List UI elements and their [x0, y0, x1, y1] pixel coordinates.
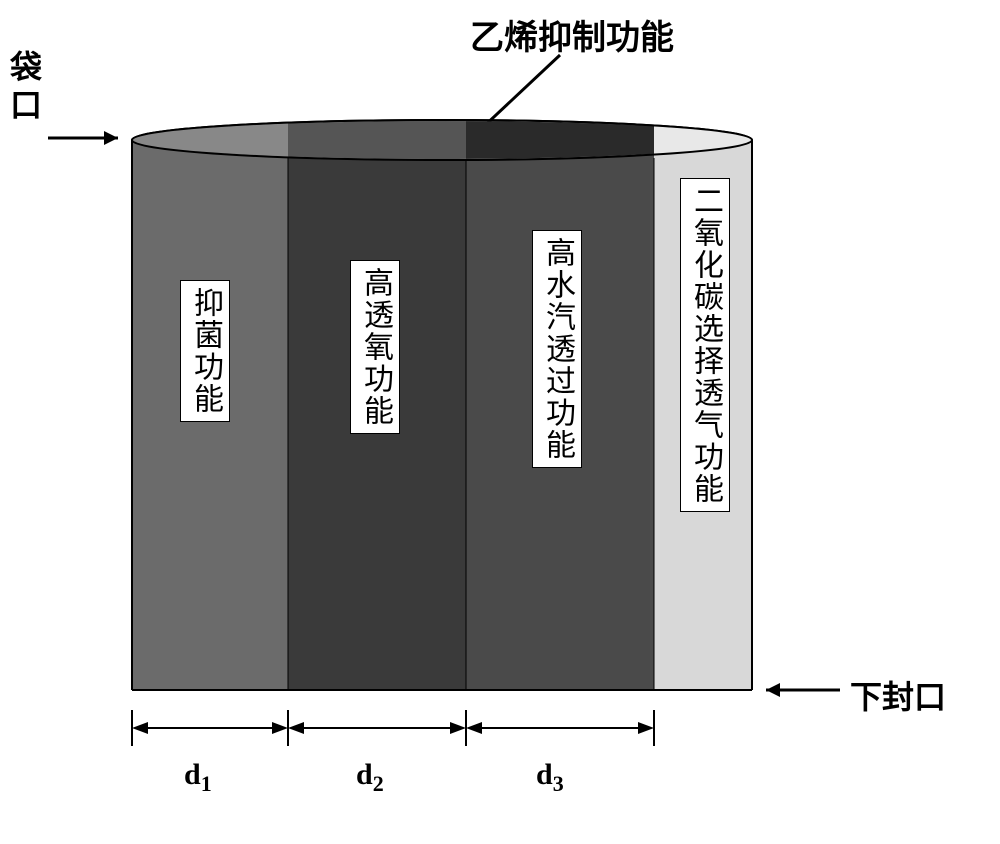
- bag-opening-label-l2: 口: [10, 80, 42, 126]
- seg1-label: 抑菌功能: [180, 280, 230, 422]
- d1-label: d1: [184, 758, 212, 797]
- d2-label: d2: [356, 758, 384, 797]
- seg2-label: 高透氧功能: [350, 260, 400, 434]
- seg4-label: 二氧化碳选择透气功能: [680, 178, 730, 512]
- diagram-canvas: 乙烯抑制功能: [0, 0, 1000, 844]
- bottom-seal-label: 下封口: [850, 672, 946, 718]
- top-function-label: 乙烯抑制功能: [470, 10, 674, 59]
- d3-label: d3: [536, 758, 564, 797]
- seg3-label: 高水汽透过功能: [532, 230, 582, 468]
